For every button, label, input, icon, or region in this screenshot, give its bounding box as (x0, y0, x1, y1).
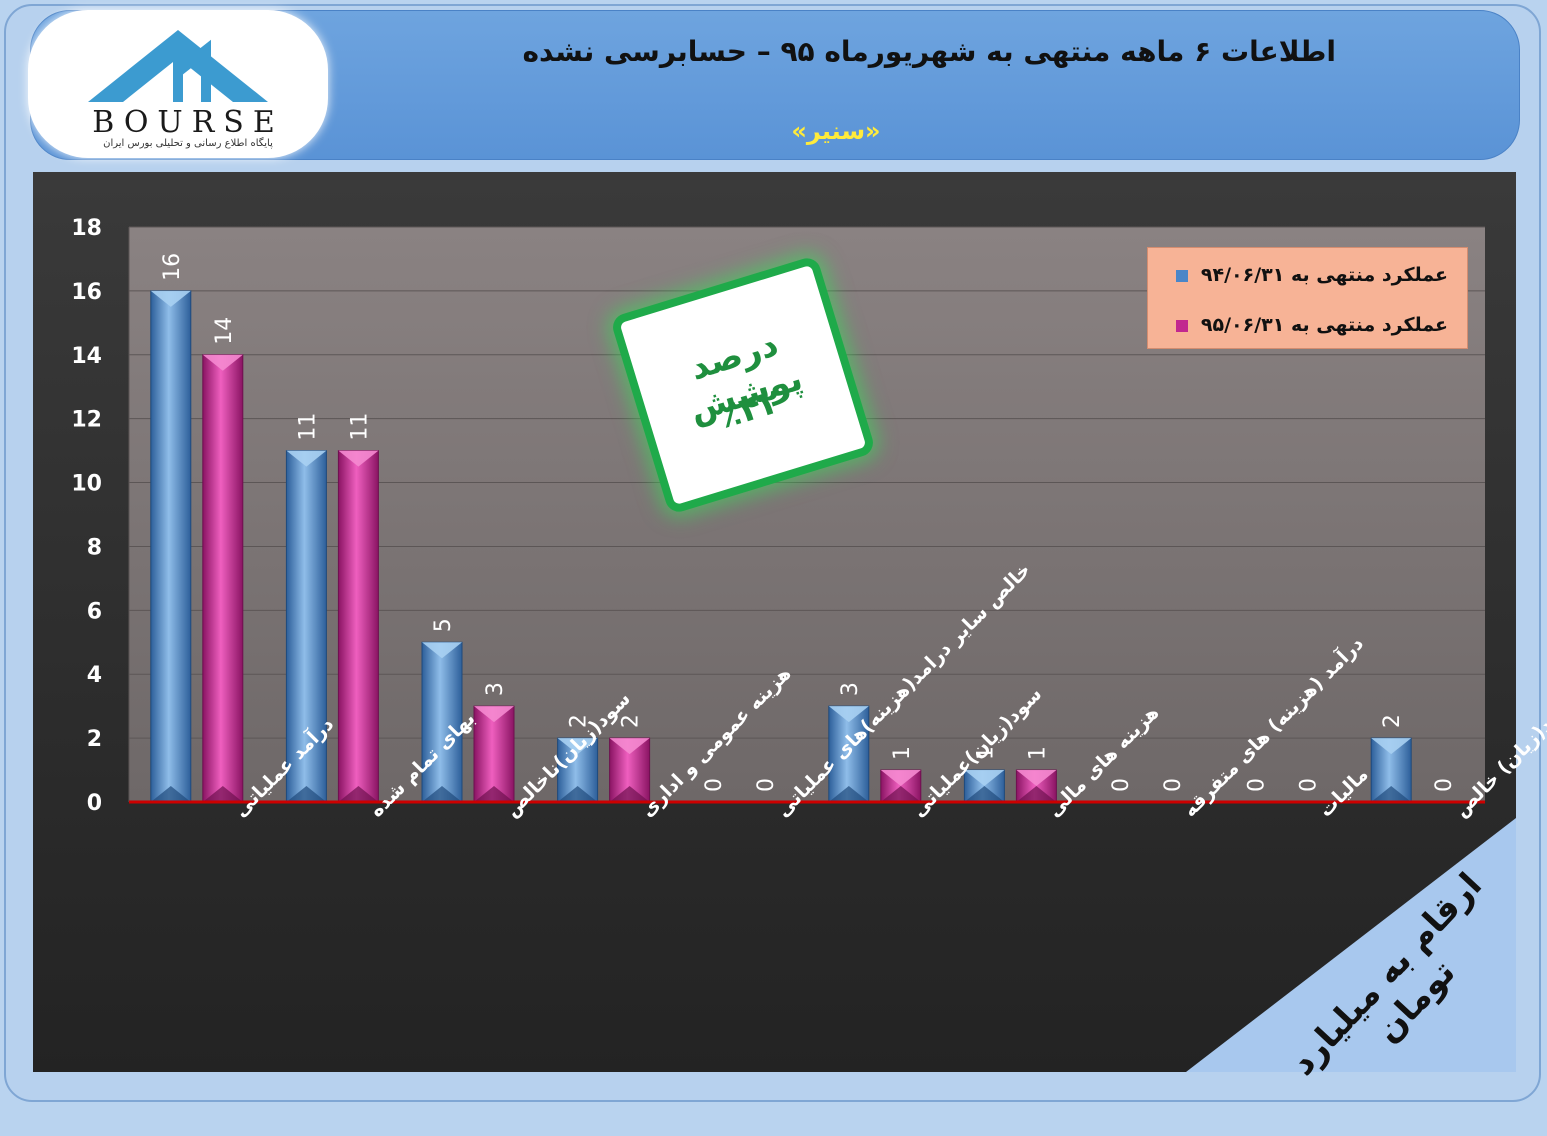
y-tick-label: 12 (71, 408, 102, 433)
data-label: 0 (1161, 778, 1186, 792)
legend-item-series1: عملکرد منتهی به ۹۴/۰۶/۳۱ (1148, 264, 1448, 294)
bar-series2 (202, 354, 244, 803)
data-label: 1 (973, 746, 998, 760)
bar-cap (880, 770, 921, 787)
data-label: 16 (160, 253, 185, 281)
data-label: 3 (483, 682, 508, 696)
bar-cap (202, 354, 243, 371)
bar-cap (474, 706, 514, 723)
data-label: 0 (702, 778, 727, 792)
logo-emblem (88, 30, 268, 102)
bar-cap (422, 642, 462, 659)
bar-base (1016, 786, 1057, 802)
y-tick-label: 10 (71, 472, 102, 497)
y-tick-label: 2 (87, 727, 102, 752)
legend: عملکرد منتهی به ۹۴/۰۶/۳۱ عملکرد منتهی به… (1147, 247, 1468, 349)
bar-cap (286, 450, 327, 467)
y-tick-label: 0 (87, 791, 102, 816)
legend-swatch-series1 (1176, 269, 1189, 282)
data-label: 0 (1245, 778, 1270, 792)
legend-swatch-series2 (1176, 319, 1189, 332)
bar-base (150, 786, 191, 802)
data-label: 2 (1380, 714, 1405, 728)
bar-cap (828, 706, 869, 723)
data-label: 1 (890, 746, 915, 760)
legend-label-series2: عملکرد منتهی به ۹۵/۰۶/۳۱ (1200, 314, 1448, 336)
data-label: 1 (1025, 746, 1050, 760)
bar-base (422, 786, 462, 802)
data-label: 11 (347, 413, 372, 441)
bar-cap (338, 450, 379, 467)
data-label: 2 (567, 714, 592, 728)
y-tick-label: 6 (87, 599, 102, 624)
bar-base (286, 786, 327, 802)
bar-base (609, 786, 650, 802)
y-tick-label: 18 (71, 216, 102, 241)
y-tick-label: 16 (71, 280, 102, 305)
bar-base (557, 786, 598, 802)
bar-cap (609, 738, 650, 755)
bourse-logo: BOURSE پایگاه اطلاع رسانی و تحلیلی بورس … (28, 10, 328, 158)
y-tick-label: 4 (87, 663, 102, 688)
data-label: 0 (1432, 778, 1457, 792)
bar-cap (150, 290, 191, 307)
data-label: 5 (431, 618, 456, 632)
logo-subtitle: پایگاه اطلاع رسانی و تحلیلی بورس ایران (103, 138, 273, 149)
bar-base (880, 786, 921, 802)
bar-cap (1371, 738, 1412, 755)
bar-series2 (337, 450, 379, 803)
page-subtitle: «سنیر» (791, 117, 881, 145)
bar-base (1371, 786, 1412, 802)
bar-cap (1016, 770, 1057, 787)
bar-series1 (285, 450, 327, 803)
legend-item-series2: عملکرد منتهی به ۹۵/۰۶/۳۱ (1148, 314, 1448, 344)
bar-base (474, 786, 514, 802)
bar-base (338, 786, 379, 802)
bar-cap (964, 770, 1005, 787)
data-label: 0 (754, 778, 779, 792)
y-tick-label: 8 (87, 535, 102, 560)
data-label: 0 (1109, 778, 1134, 792)
bar-base (202, 786, 243, 802)
data-label: 0 (1297, 778, 1322, 792)
legend-label-series1: عملکرد منتهی به ۹۴/۰۶/۳۱ (1200, 264, 1448, 286)
bar-base (828, 786, 869, 802)
data-label: 11 (295, 413, 320, 441)
y-tick-label: 14 (71, 344, 102, 369)
logo-text: BOURSE (92, 105, 284, 140)
data-label: 3 (838, 682, 863, 696)
bar-cap (557, 738, 598, 755)
data-label: 2 (619, 714, 644, 728)
page-title: اطلاعات ۶ ماهه منتهی به شهریورماه ۹۵ – ح… (522, 35, 1336, 68)
bar-series1 (150, 290, 192, 803)
bar-base (964, 786, 1005, 802)
data-label: 14 (212, 317, 237, 345)
